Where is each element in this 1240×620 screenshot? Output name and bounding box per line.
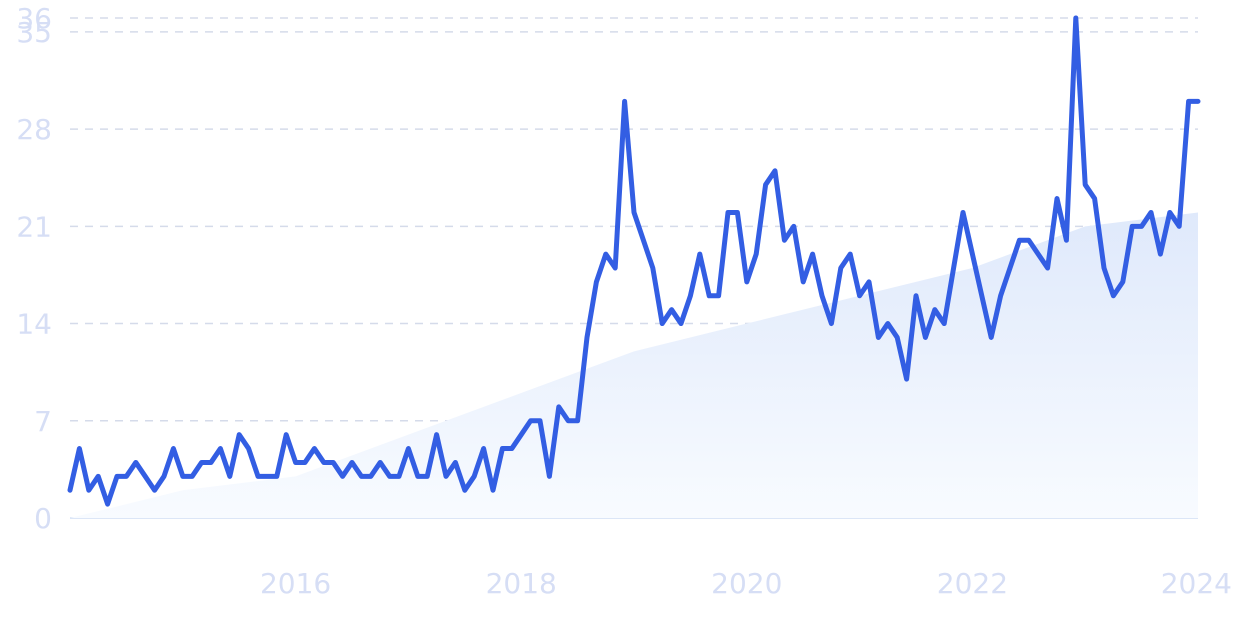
x-tick-label-3: 2022	[937, 567, 1008, 600]
series-layer	[67, 15, 1201, 507]
trend-area-layer	[70, 212, 1198, 518]
y-tick-label-1: 7	[34, 405, 52, 438]
y-tick-label-3: 21	[16, 210, 52, 243]
x-tick-label-1: 2018	[486, 567, 557, 600]
x-tick-label-0: 2016	[260, 567, 331, 600]
trend-area	[70, 212, 1198, 518]
x-axis: 2016 2018 2020 2022 2024	[260, 567, 1232, 600]
y-tick-label-6: 36	[16, 2, 52, 35]
x-tick-label-4: 2024	[1161, 567, 1232, 600]
x-tick-label-2: 2020	[711, 567, 782, 600]
series-line-0	[67, 15, 1201, 507]
y-tick-label-4: 28	[16, 113, 52, 146]
y-tick-label-5: 35	[16, 16, 52, 49]
y-tick-label-2: 14	[16, 308, 52, 341]
y-tick-label-0: 0	[34, 502, 52, 535]
